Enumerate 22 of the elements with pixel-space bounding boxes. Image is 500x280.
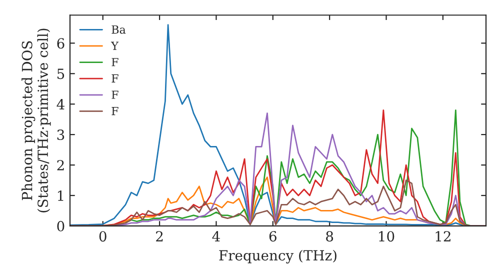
y-tick-label: 1	[58, 190, 64, 201]
x-tick-label: 2	[156, 231, 163, 242]
x-tick-label: 4	[212, 231, 220, 242]
legend-label: F	[112, 58, 118, 66]
legend-label: Y	[110, 42, 119, 50]
x-tick-label: 10	[379, 231, 394, 242]
y-tick-label: 5	[57, 68, 64, 80]
legend-label: F	[112, 74, 118, 82]
y-tick-label: 3	[57, 130, 64, 140]
x-axis-title: Frequency (THz)	[219, 250, 336, 264]
x-tick-label: 8	[326, 231, 334, 242]
y-tick-label: 4	[56, 99, 64, 110]
y-tick-label: 0	[57, 220, 64, 232]
x-tick-label: 12	[436, 231, 450, 242]
x-tick-label: 6	[269, 231, 276, 242]
x-tick-label: 0	[99, 231, 106, 242]
legend-label: F	[112, 90, 118, 99]
y-axis-title: Phonon projected DOS (States/THz·primitive cell)	[22, 28, 51, 212]
y-tick-label: 6	[57, 38, 64, 49]
legend-label: Ba	[112, 25, 126, 34]
legend-label: F	[112, 107, 118, 116]
y-tick-label: 2	[57, 160, 64, 170]
